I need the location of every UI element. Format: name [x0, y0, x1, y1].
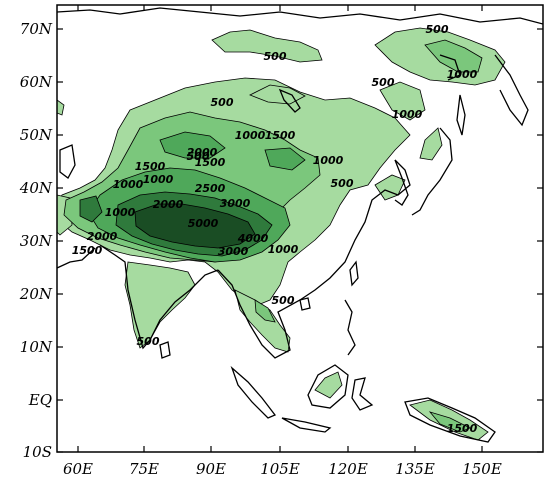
latitude-tick-label: 10S — [23, 443, 52, 461]
contour-label: 1000 — [313, 154, 344, 167]
contour-label: 2000 — [87, 230, 118, 243]
contour-label: 500 — [264, 50, 287, 63]
contour-label: 3000 — [220, 197, 251, 210]
contour-label: 3000 — [218, 245, 249, 258]
contour-label: 5000 — [188, 217, 219, 230]
contour-label: 1500 — [265, 129, 296, 142]
contour-label: 1500 — [447, 422, 478, 435]
longitude-tick-label: 120E — [328, 460, 368, 478]
contour-label: 1500 — [195, 156, 226, 169]
contour-label: 2000 — [187, 146, 218, 159]
contour-label: 500 — [372, 76, 395, 89]
longitude-tick-label: 150E — [462, 460, 502, 478]
contour-label: 1000 — [268, 243, 299, 256]
contour-label: 500 — [331, 177, 354, 190]
latitude-tick-label: 60N — [20, 73, 53, 91]
contour-label: 500 — [137, 335, 160, 348]
contour-label: 500 — [211, 96, 234, 109]
coastlines — [57, 7, 543, 443]
contour-label: 1500 — [72, 244, 103, 257]
contour-label: 1000 — [235, 129, 266, 142]
contour-label: 500 — [426, 23, 449, 36]
contour-label: 1000 — [392, 108, 423, 121]
contour-label: 500 — [272, 294, 295, 307]
map-plot-area — [57, 5, 543, 452]
contour-label: 1000 — [143, 173, 174, 186]
contour-labels: 5005001000500100050050010001500200010005… — [72, 23, 478, 435]
contour-label: 2000 — [153, 198, 184, 211]
latitude-tick-label: 20N — [19, 285, 53, 303]
longitude-tick-label: 90E — [196, 460, 226, 478]
latitude-tick-label: EQ — [28, 391, 52, 409]
contour-label: 1500 — [135, 160, 166, 173]
latitude-tick-label: 40N — [19, 179, 53, 197]
longitude-tick-label: 135E — [395, 460, 435, 478]
latitude-tick-label: 50N — [20, 126, 53, 144]
contour-label: 1000 — [447, 68, 478, 81]
elevation-5000-fill — [134, 203, 256, 249]
contour-label: 1000 — [113, 178, 144, 191]
longitude-axis: 60E 75E 90E 105E 120E 135E 150E — [63, 5, 502, 478]
latitude-tick-label: 30N — [20, 232, 53, 250]
contour-label: 1000 — [105, 206, 136, 219]
longitude-tick-label: 75E — [129, 460, 159, 478]
latitude-tick-label: 70N — [20, 20, 53, 38]
longitude-tick-label: 105E — [260, 460, 300, 478]
contour-label: 2500 — [195, 182, 226, 195]
latitude-axis: 70N 60N 50N 40N 30N 20N 10N EQ 10S — [19, 20, 543, 461]
latitude-tick-label: 10N — [20, 338, 53, 356]
contour-label: 4000 — [237, 232, 269, 245]
contour-label: 500 — [187, 150, 210, 163]
map-frame — [56, 4, 544, 453]
longitude-tick-label: 60E — [63, 460, 93, 478]
